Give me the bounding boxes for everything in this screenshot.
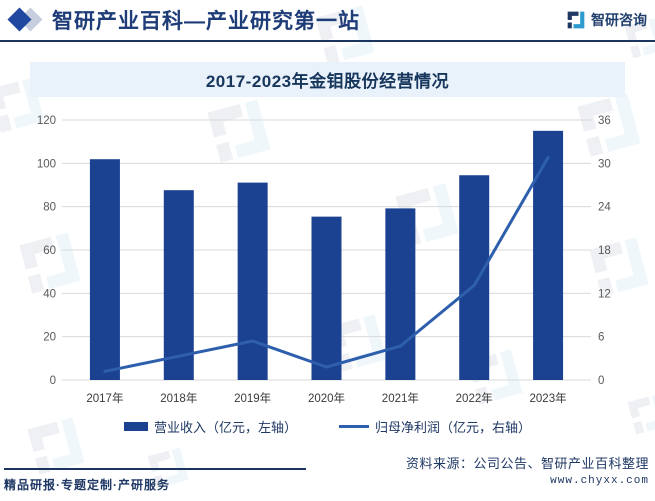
footer-source: 资料来源：公司公告、智研产业百科整理 www.chyxx.com bbox=[406, 453, 649, 487]
x-axis-label: 2022年 bbox=[456, 391, 493, 405]
site-title: 智研产业百科—产业研究第一站 bbox=[52, 10, 360, 33]
diamond-icon bbox=[7, 7, 46, 33]
revenue-bar-2022年 bbox=[459, 175, 490, 380]
right-axis-tick-label: 12 bbox=[598, 288, 611, 300]
right-axis-tick-label: 36 bbox=[598, 115, 611, 127]
net-profit-line bbox=[103, 156, 550, 373]
brand-logo-icon bbox=[566, 10, 586, 30]
x-axis-label: 2021年 bbox=[382, 391, 419, 405]
x-axis-label: 2019年 bbox=[234, 391, 271, 405]
x-axis-label: 2017年 bbox=[86, 391, 123, 405]
legend-item-profit: 归母净利润（亿元，右轴） bbox=[339, 417, 531, 436]
right-axis-tick-label: 0 bbox=[598, 375, 604, 387]
legend-label-revenue: 营业收入（亿元，左轴） bbox=[153, 419, 297, 435]
left-axis-tick-label: 40 bbox=[43, 288, 56, 300]
right-axis-tick-label: 6 bbox=[598, 332, 604, 344]
revenue-bar-2021年 bbox=[385, 208, 416, 380]
right-axis-tick-label: 24 bbox=[598, 202, 611, 214]
chart-legend: 营业收入（亿元，左轴） 归母净利润（亿元，右轴） bbox=[0, 417, 655, 435]
brand-logo: 智研咨询 bbox=[566, 10, 655, 30]
left-axis-tick-label: 80 bbox=[43, 202, 56, 214]
line-swatch-icon bbox=[339, 424, 369, 428]
revenue-bar-2017年 bbox=[89, 159, 120, 380]
chart-svg: 0 20 40 60 80 100 120 0 6 12 18 24 30 36 2017年 2018年 201… bbox=[37, 115, 612, 405]
left-axis-tick-label: 100 bbox=[37, 158, 56, 170]
left-axis-tick-label: 20 bbox=[43, 332, 56, 344]
left-axis-tick-label: 60 bbox=[43, 245, 56, 257]
source-text: 资料来源：公司公告、智研产业百科整理 bbox=[405, 456, 649, 471]
legend-item-revenue: 营业收入（亿元，左轴） bbox=[123, 417, 297, 436]
footer-divider bbox=[4, 468, 306, 470]
brand-name: 智研咨询 bbox=[591, 12, 647, 28]
x-axis-label: 2023年 bbox=[530, 391, 567, 405]
left-axis-tick-label: 0 bbox=[50, 375, 56, 387]
bar-swatch-icon bbox=[123, 421, 148, 431]
x-axis-label: 2018年 bbox=[160, 391, 197, 405]
right-axis-tick-label: 18 bbox=[598, 245, 611, 257]
chart-title: 2017-2023年金钼股份经营情况 bbox=[205, 72, 450, 91]
page-header: 智研产业百科—产业研究第一站 智研咨询 bbox=[0, 0, 655, 42]
left-axis-tick-label: 120 bbox=[37, 115, 56, 127]
footer-services: 精品研报·专题定制·产研服务 bbox=[4, 478, 170, 492]
revenue-bar-2020年 bbox=[311, 216, 342, 380]
legend-label-profit: 归母净利润（亿元，右轴） bbox=[375, 419, 532, 435]
revenue-bar-2019年 bbox=[237, 182, 268, 380]
combo-chart: 0 20 40 60 80 100 120 0 6 12 18 24 30 36 2017年 2018年 201… bbox=[0, 100, 655, 415]
chart-title-band: 2017-2023年金钼股份经营情况 bbox=[30, 62, 625, 97]
revenue-bar-2018年 bbox=[163, 190, 194, 380]
right-axis-tick-label: 30 bbox=[598, 158, 611, 170]
site-url: www.chyxx.com bbox=[550, 475, 649, 487]
x-axis-label: 2020年 bbox=[308, 391, 345, 405]
revenue-bar-2023年 bbox=[533, 130, 564, 380]
